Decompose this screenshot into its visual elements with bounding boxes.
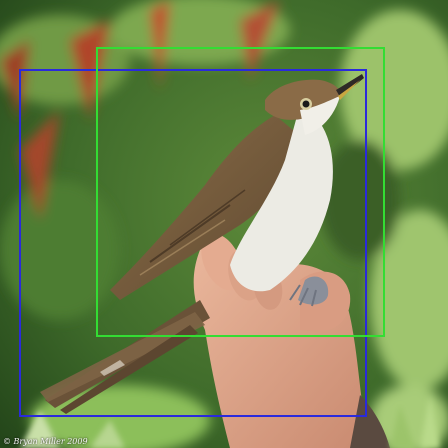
bounding-box-blue [19,69,367,417]
foreground-leaves [20,395,440,448]
bounding-box-green [96,47,385,337]
bird-body [110,74,364,307]
photo-credit: © Bryan Miller 2009 [3,437,88,446]
bird-tail [40,300,210,414]
